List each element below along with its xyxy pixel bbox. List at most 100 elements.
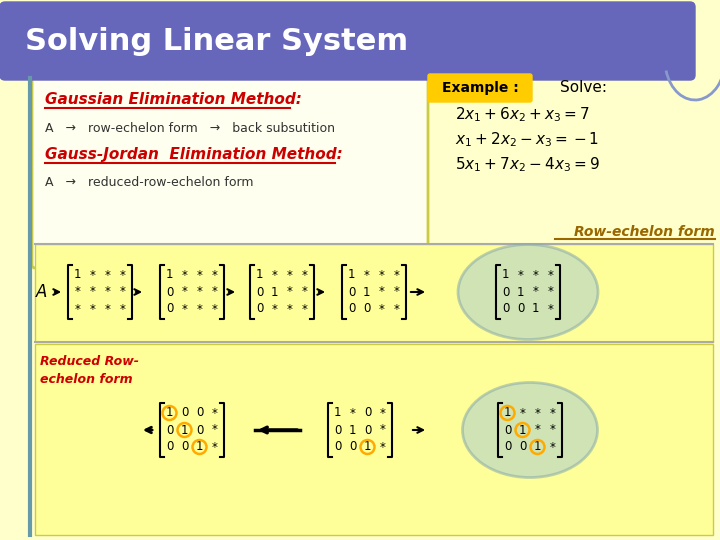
Text: *: * [197,302,202,315]
Text: 0: 0 [166,302,174,315]
Text: 0: 0 [502,302,509,315]
Text: 1: 1 [196,441,203,454]
Text: *: * [212,423,217,436]
Text: Row-echelon form: Row-echelon form [575,225,715,239]
Text: 0: 0 [181,441,188,454]
Text: *: * [379,268,384,281]
Text: 1: 1 [364,441,372,454]
FancyBboxPatch shape [35,344,713,535]
Text: *: * [534,407,541,420]
Text: *: * [533,268,539,281]
Text: *: * [549,407,555,420]
Text: 0: 0 [166,423,174,436]
Text: 0: 0 [504,441,511,454]
Text: *: * [302,302,307,315]
Text: *: * [197,286,202,299]
Text: *: * [212,268,217,281]
Text: 0: 0 [348,441,356,454]
Text: *: * [379,302,384,315]
Text: *: * [379,286,384,299]
Text: 0: 0 [196,407,203,420]
Text: 0: 0 [504,423,511,436]
Text: $A$: $A$ [35,283,48,301]
Text: Gaussian Elimination Method:: Gaussian Elimination Method: [45,92,302,107]
Text: 1: 1 [504,407,511,420]
Ellipse shape [462,382,598,477]
Text: 1: 1 [256,268,264,281]
Text: *: * [197,268,202,281]
Text: 1: 1 [348,268,355,281]
Text: *: * [549,423,555,436]
Text: *: * [394,286,400,299]
Text: 0: 0 [502,286,509,299]
Text: *: * [548,286,554,299]
Text: *: * [212,302,217,315]
Text: 0: 0 [517,302,524,315]
Text: *: * [104,302,110,315]
Text: *: * [120,302,125,315]
Text: 0: 0 [363,302,370,315]
Text: *: * [104,286,110,299]
Ellipse shape [458,245,598,340]
Text: *: * [350,407,356,420]
Text: *: * [287,286,292,299]
Text: *: * [379,423,385,436]
Text: *: * [89,286,96,299]
Text: 0: 0 [364,423,372,436]
Text: *: * [364,268,369,281]
FancyBboxPatch shape [428,74,532,102]
Text: 0: 0 [348,302,355,315]
Text: Example :: Example : [441,81,518,95]
Text: 0: 0 [334,441,341,454]
Text: 0: 0 [334,423,341,436]
Text: *: * [181,286,187,299]
Text: *: * [518,268,523,281]
Text: 0: 0 [166,441,174,454]
Text: A   →   reduced-row-echelon form: A → reduced-row-echelon form [45,176,253,188]
Text: 1: 1 [517,286,524,299]
Text: *: * [212,407,217,420]
Text: 0: 0 [166,286,174,299]
Text: *: * [302,268,307,281]
Text: *: * [271,268,277,281]
Text: *: * [181,302,187,315]
Text: 1: 1 [271,286,278,299]
FancyBboxPatch shape [0,2,695,80]
Text: *: * [379,407,385,420]
Text: *: * [89,268,96,281]
Text: *: * [302,286,307,299]
Text: 0: 0 [348,286,355,299]
Text: 1: 1 [534,441,541,454]
FancyBboxPatch shape [32,77,428,268]
Text: *: * [534,423,541,436]
Text: 1: 1 [166,268,174,281]
Text: *: * [120,268,125,281]
Text: *: * [287,268,292,281]
Text: 0: 0 [256,286,264,299]
Text: Reduced Row-
echelon form: Reduced Row- echelon form [40,355,139,386]
Text: *: * [548,302,554,315]
Text: 1: 1 [73,268,81,281]
Text: 1: 1 [181,423,188,436]
Text: *: * [287,302,292,315]
Text: 1: 1 [518,423,526,436]
Text: 0: 0 [196,423,203,436]
Text: *: * [181,268,187,281]
Text: *: * [271,302,277,315]
Text: $x_1 + 2x_2 - x_3 = -1$: $x_1 + 2x_2 - x_3 = -1$ [455,131,599,150]
Text: Solving Linear System: Solving Linear System [25,26,408,56]
Text: 1: 1 [348,423,356,436]
Text: *: * [212,441,217,454]
Text: *: * [548,268,554,281]
Text: *: * [394,268,400,281]
Text: 1: 1 [502,268,509,281]
FancyBboxPatch shape [35,244,713,342]
Text: 0: 0 [519,441,526,454]
Text: *: * [104,268,110,281]
Text: *: * [120,286,125,299]
Text: A   →   row-echelon form   →   back subsutition: A → row-echelon form → back subsutition [45,122,335,134]
Text: *: * [75,302,81,315]
Text: *: * [212,286,217,299]
Text: *: * [75,286,81,299]
Text: *: * [549,441,555,454]
